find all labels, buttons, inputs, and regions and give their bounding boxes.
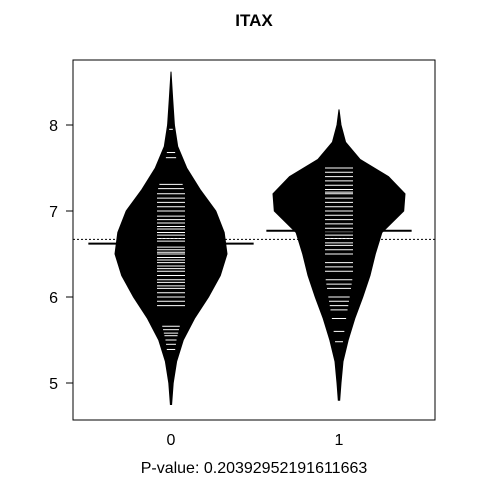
y-tick-label: 7 [49, 204, 58, 221]
x-tick-label: 1 [335, 432, 344, 449]
observation-lines-layer [157, 128, 353, 350]
y-axis: 5 6 7 8 [49, 118, 74, 393]
x-axis-label: P-value: 0.20392952191611663 [141, 460, 368, 477]
y-tick-label: 5 [49, 376, 58, 393]
y-ticks: 5 6 7 8 [49, 118, 73, 393]
mean-lines-layer [88, 229, 412, 245]
bean-1 [272, 109, 406, 401]
y-tick-label: 8 [49, 118, 58, 135]
x-tick-label: 0 [167, 432, 176, 449]
chart-title: ITAX [235, 11, 273, 30]
y-tick-label: 6 [49, 290, 58, 307]
